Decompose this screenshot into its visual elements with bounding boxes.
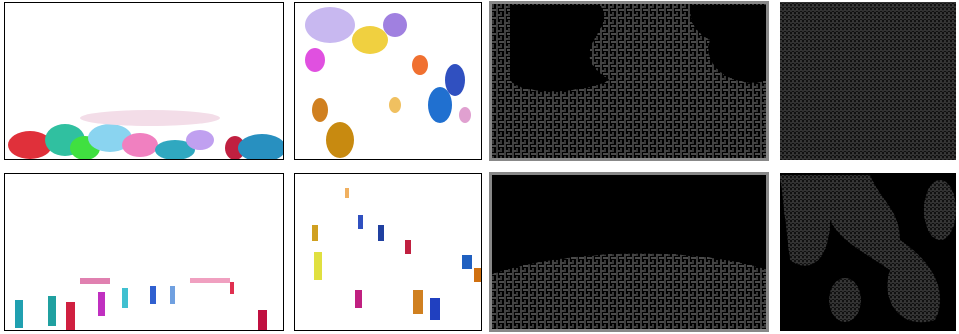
page [0,0,959,334]
panel [294,173,482,331]
panel [490,2,768,160]
panel [490,173,768,331]
panel [780,2,956,160]
panel [780,173,956,331]
figure-grid [0,0,959,334]
panel [4,173,284,332]
panel [4,2,286,162]
panel [294,2,482,160]
